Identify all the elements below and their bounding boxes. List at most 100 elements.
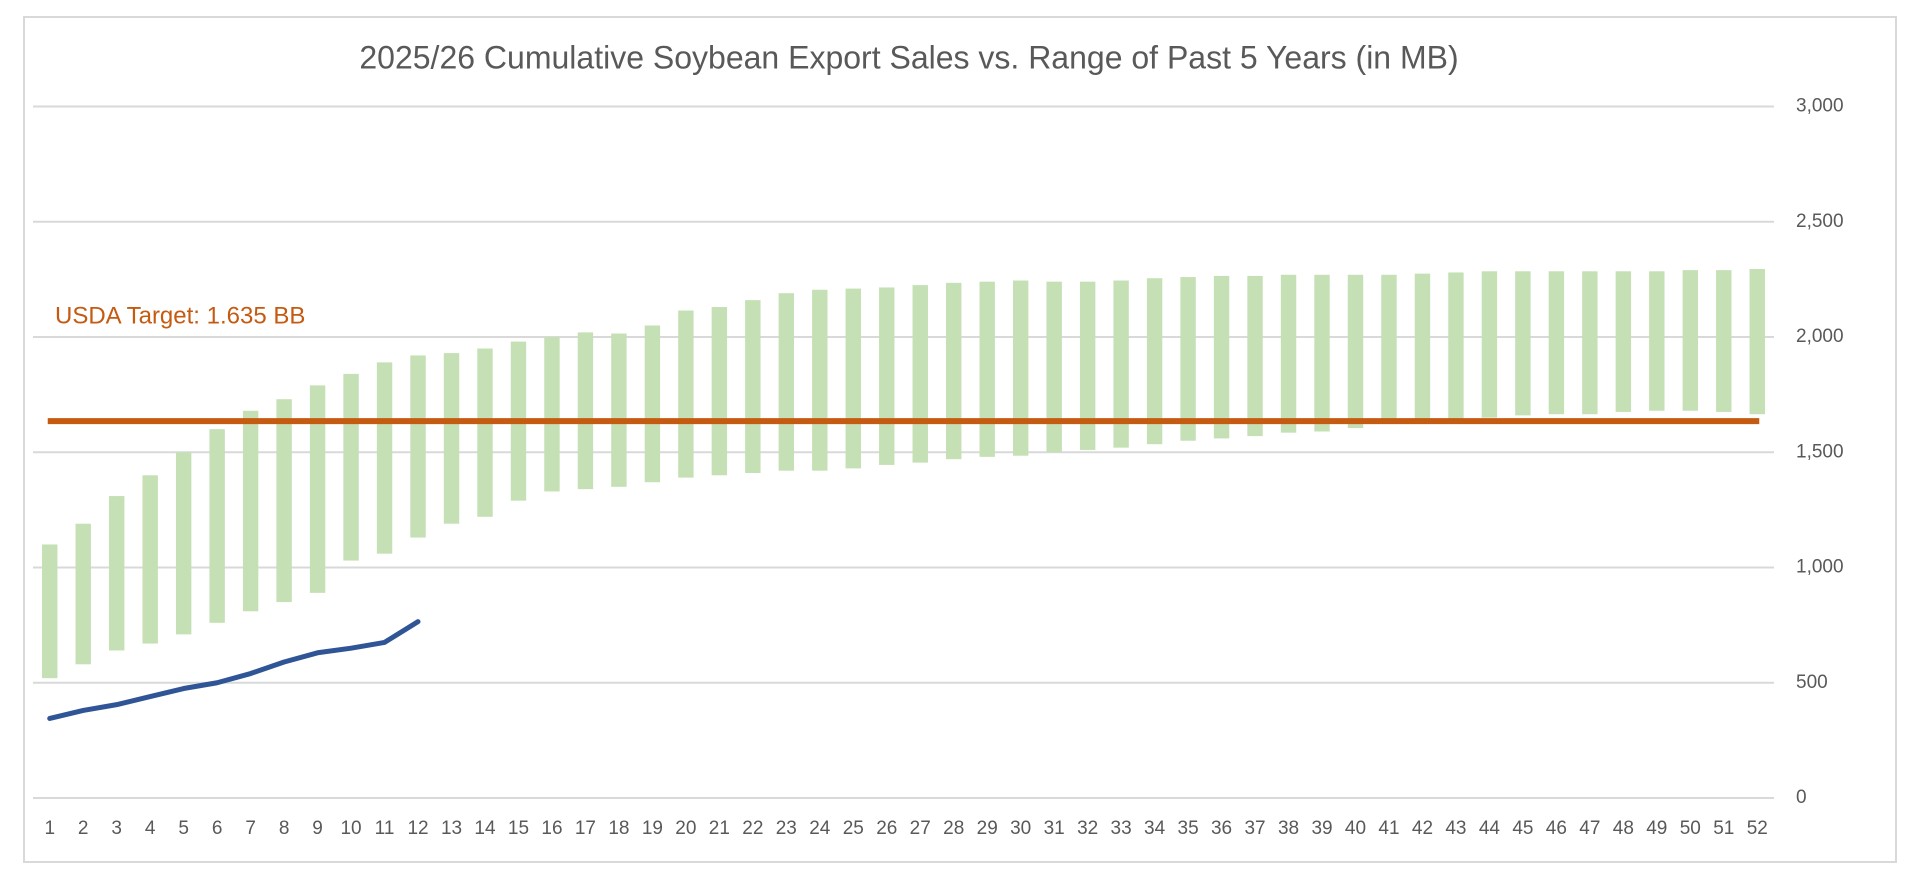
range-bar — [276, 399, 292, 603]
x-tick-label: 32 — [1077, 818, 1098, 839]
x-tick-label: 43 — [1445, 818, 1466, 839]
range-bar — [745, 300, 761, 473]
x-tick-label: 22 — [742, 818, 763, 839]
x-tick-label: 21 — [709, 818, 730, 839]
x-tick-label: 33 — [1111, 818, 1132, 839]
x-tick-label: 28 — [943, 818, 964, 839]
range-bar — [1682, 270, 1698, 411]
range-bar — [1079, 281, 1096, 450]
x-tick-label: 41 — [1378, 818, 1399, 839]
x-tick-label: 34 — [1144, 818, 1166, 839]
y-tick-label: 3,000 — [1796, 96, 1844, 117]
x-tick-label: 23 — [776, 818, 797, 839]
x-tick-label: 16 — [541, 818, 562, 839]
annotation: USDA Target: 1.635 BB — [55, 302, 305, 329]
range-bar — [109, 496, 125, 651]
range-bar — [912, 285, 928, 463]
range-bar — [1448, 272, 1464, 419]
range-bar — [778, 293, 795, 471]
range-bar — [1582, 271, 1598, 415]
range-bar — [1280, 274, 1297, 433]
x-tick-label: 50 — [1680, 818, 1701, 839]
range-bar — [410, 355, 426, 538]
x-tick-label: 36 — [1211, 818, 1232, 839]
y-tick-label: 1,000 — [1796, 557, 1844, 578]
x-tick-label: 5 — [178, 818, 189, 839]
range-bar — [242, 410, 259, 612]
x-tick-label: 24 — [809, 818, 831, 839]
range-bar — [711, 307, 728, 476]
range-bar — [209, 429, 225, 623]
x-tick-label: 17 — [575, 818, 596, 839]
x-tick-label: 35 — [1178, 818, 1199, 839]
x-tick-label: 39 — [1311, 818, 1332, 839]
range-bar — [812, 289, 828, 471]
x-tick-label: 46 — [1546, 818, 1567, 839]
x-tick-label: 8 — [279, 818, 290, 839]
x-tick-label: 27 — [910, 818, 931, 839]
range-bar — [946, 282, 962, 460]
range-bar — [376, 362, 393, 554]
range-bar — [75, 523, 91, 665]
x-tick-label: 42 — [1412, 818, 1433, 839]
x-tick-label: 6 — [212, 818, 223, 839]
x-tick-label: 4 — [145, 818, 156, 839]
range-bar — [1749, 269, 1765, 415]
chart-title: 2025/26 Cumulative Soybean Export Sales … — [359, 39, 1458, 75]
range-bar — [1481, 271, 1498, 418]
x-tick-label: 2 — [78, 818, 89, 839]
x-tick-label: 40 — [1345, 818, 1366, 839]
x-tick-label: 20 — [675, 818, 696, 839]
range-bar — [343, 373, 359, 561]
range-bar — [644, 325, 661, 483]
x-tick-label: 44 — [1479, 818, 1501, 839]
range-bar — [544, 337, 560, 492]
x-tick-label: 29 — [977, 818, 998, 839]
x-tick-label: 13 — [441, 818, 462, 839]
x-tick-label: 47 — [1579, 818, 1600, 839]
x-tick-label: 45 — [1512, 818, 1533, 839]
range-bar — [42, 544, 58, 679]
range-bar — [1247, 275, 1263, 437]
x-tick-label: 15 — [508, 818, 529, 839]
range-bar — [678, 310, 694, 478]
x-tick-label: 37 — [1244, 818, 1265, 839]
x-tick-label: 3 — [111, 818, 122, 839]
x-tick-label: 26 — [876, 818, 897, 839]
range-bar — [142, 475, 158, 644]
range-bar — [1716, 270, 1732, 412]
range-bar — [577, 332, 594, 490]
x-tick-label: 52 — [1747, 818, 1768, 839]
range-bar — [1548, 271, 1565, 415]
range-bar — [845, 288, 861, 469]
x-tick-label: 48 — [1613, 818, 1634, 839]
x-tick-label: 9 — [312, 818, 323, 839]
line-series — [47, 619, 421, 721]
range-bar — [1012, 280, 1029, 456]
x-tick-label: 10 — [340, 818, 361, 839]
x-tick-label: 7 — [245, 818, 256, 839]
range-bar — [1146, 278, 1163, 445]
range-bar — [1381, 274, 1397, 424]
range-bar — [611, 333, 627, 487]
range-bar — [979, 281, 995, 457]
x-tick-label: 1 — [44, 818, 55, 839]
x-tick-label: 19 — [642, 818, 663, 839]
range-bar — [443, 353, 460, 524]
range-bar — [1615, 271, 1632, 412]
x-tick-label: 38 — [1278, 818, 1299, 839]
x-tick-label: 31 — [1044, 818, 1065, 839]
x-tick-label: 18 — [608, 818, 629, 839]
x-tick-label: 51 — [1713, 818, 1734, 839]
range-bar — [1347, 274, 1364, 429]
range-bar — [879, 287, 895, 465]
range-bar — [1180, 277, 1196, 441]
range-bar — [1414, 273, 1431, 420]
x-tick-label: 12 — [407, 818, 428, 839]
range-bar — [1314, 274, 1330, 432]
range-bar — [309, 385, 326, 593]
range-bar — [1515, 271, 1531, 416]
range-bar — [1649, 271, 1665, 411]
x-tick-label: 49 — [1646, 818, 1667, 839]
